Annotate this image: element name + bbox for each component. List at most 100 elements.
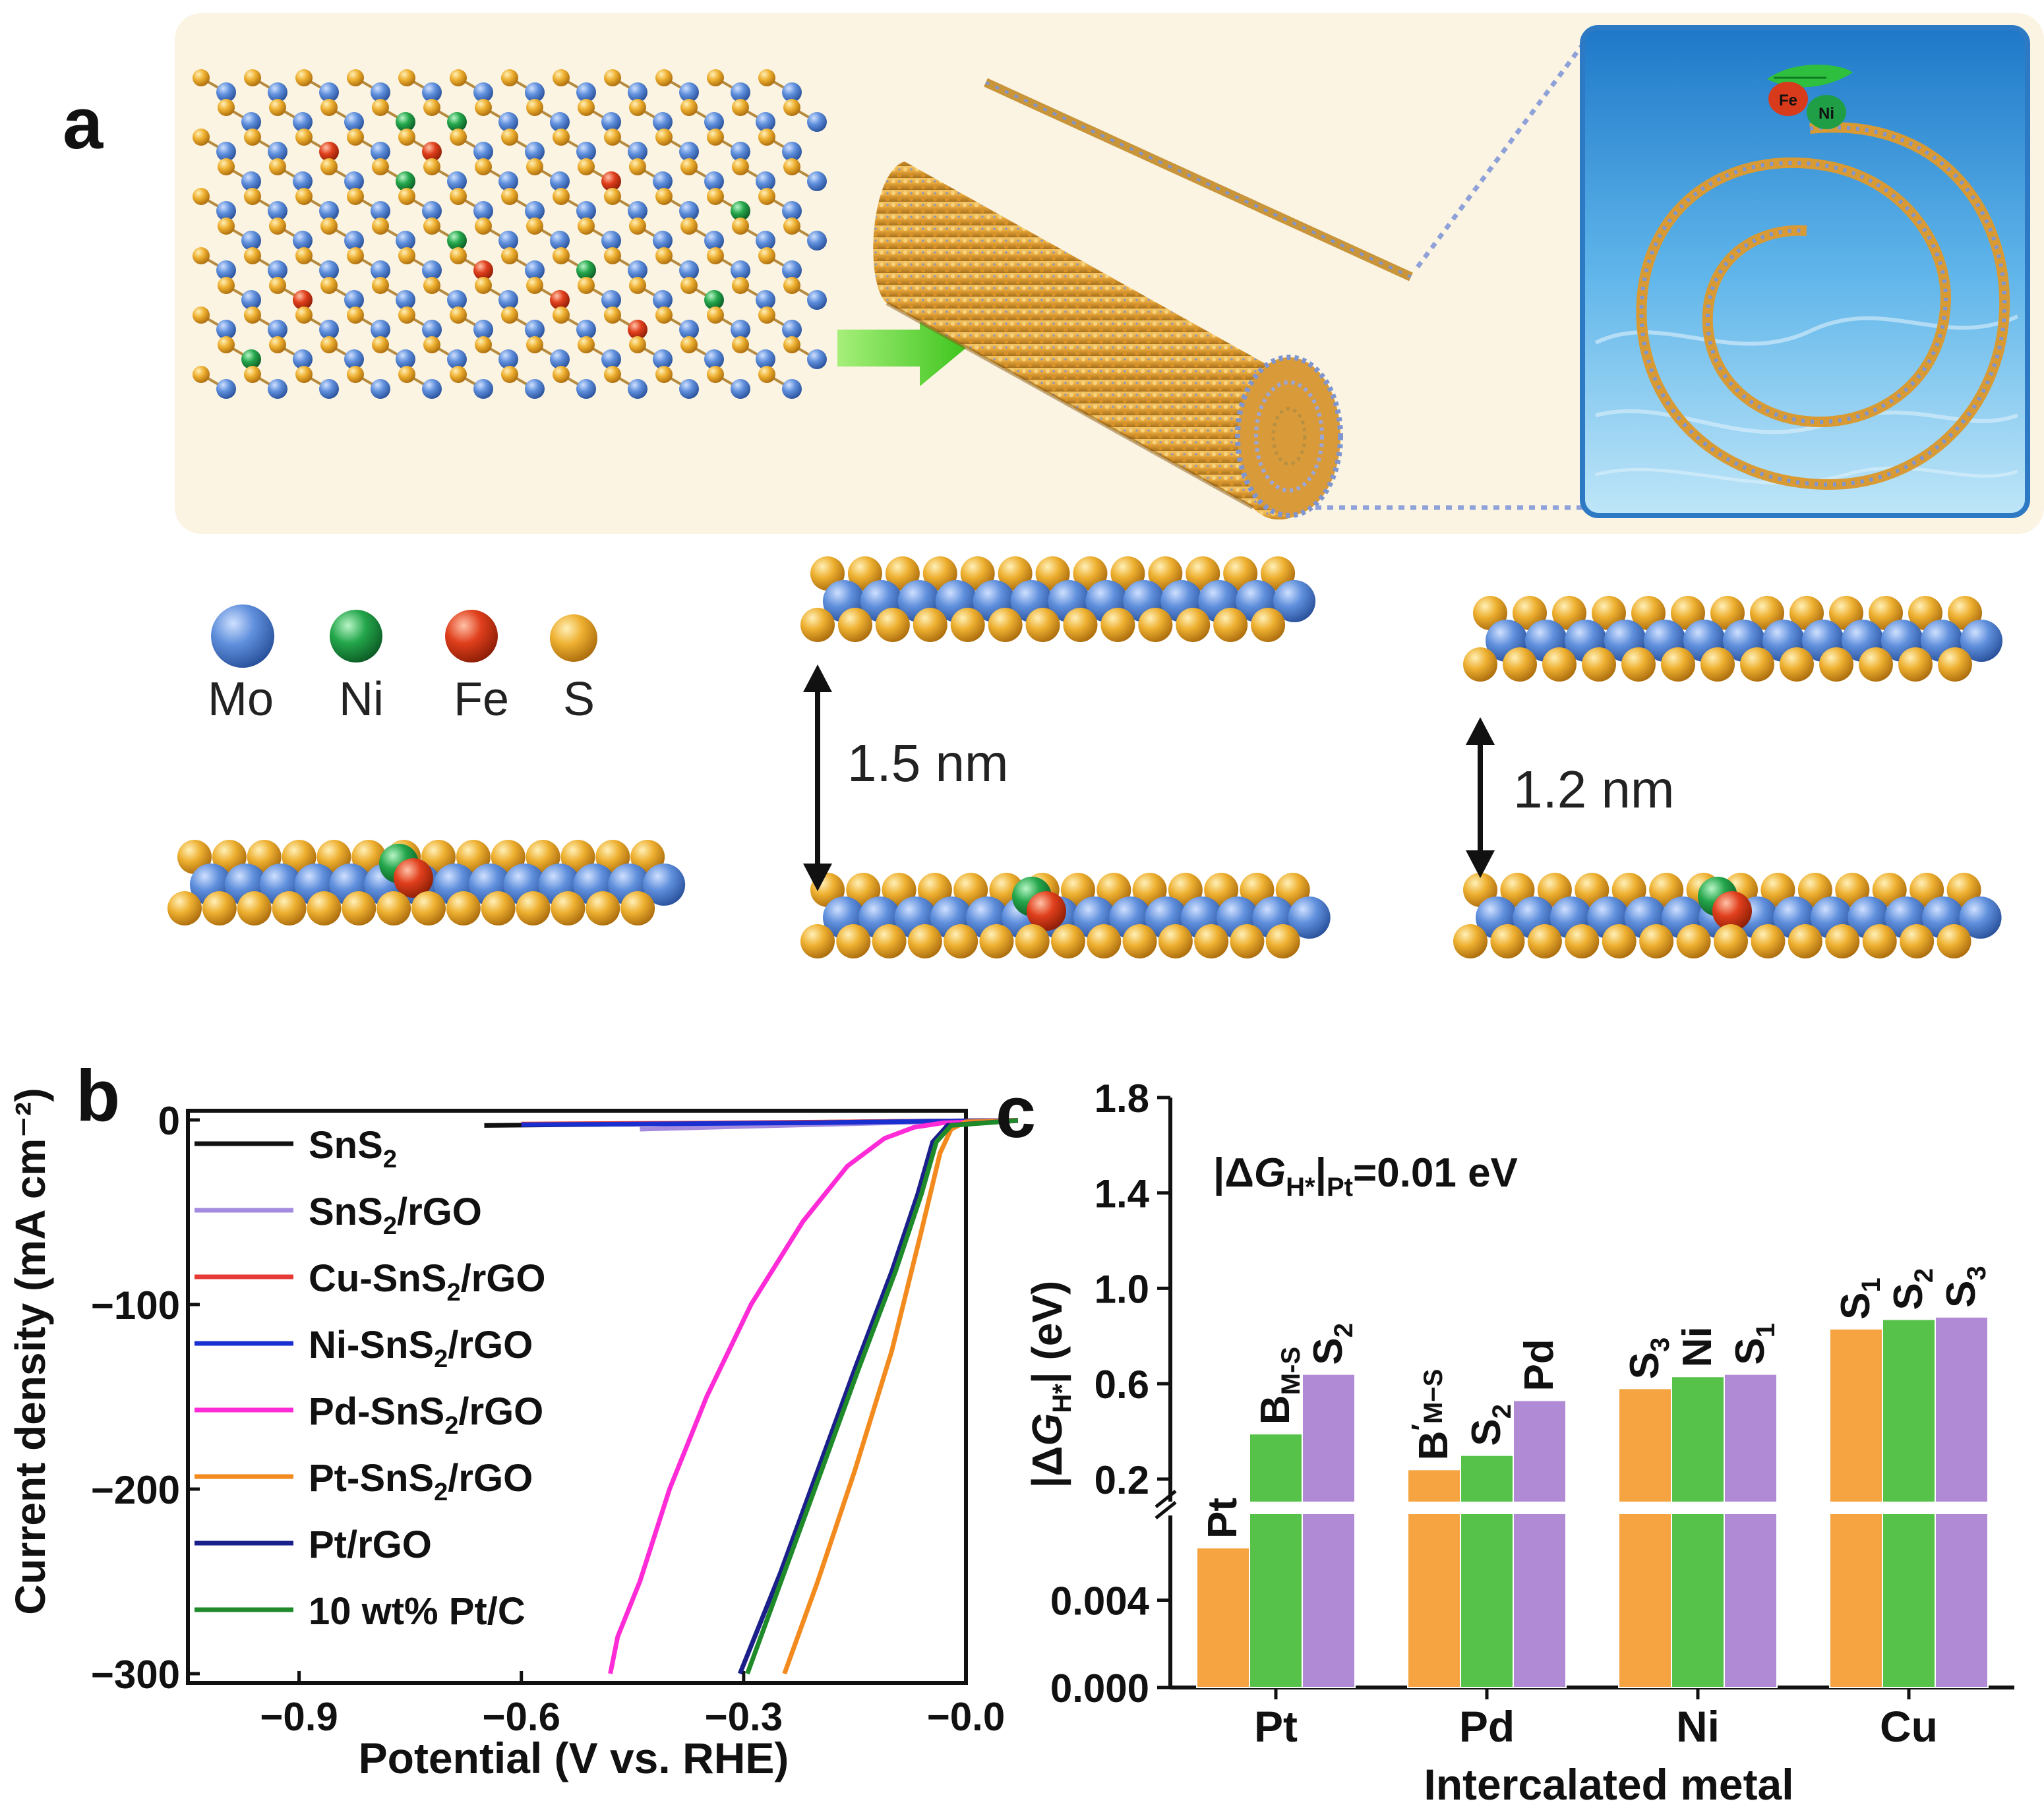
s-atom: [269, 158, 286, 175]
s-atom: [450, 366, 467, 383]
ni-atom: [241, 349, 261, 369]
mo-atom: [550, 231, 570, 250]
s-atom: [295, 307, 313, 324]
s-atom: [295, 366, 313, 383]
s-atom: [481, 891, 516, 925]
ni-atom: [396, 171, 415, 191]
s-atom: [526, 277, 543, 294]
axis-break-gap: [1144, 1502, 2028, 1515]
mo-atom: [371, 82, 390, 102]
s-atom: [578, 158, 595, 175]
s-atom: [1937, 924, 1971, 958]
mo-atom: [525, 320, 545, 339]
s-atom: [1158, 924, 1193, 958]
panel-c-annotation: |ΔGH*|Pt=0.01 eV: [1213, 1150, 1518, 1202]
legend-label-2: Cu-SnS2/rGO: [309, 1257, 546, 1306]
s-atom: [732, 99, 749, 116]
s-atom: [218, 336, 235, 353]
s-atom: [307, 891, 342, 925]
panel-a-label: a: [63, 83, 104, 164]
mo-atom: [807, 112, 827, 132]
mo-atom: [396, 349, 415, 369]
bar-label-4: S2: [1464, 1404, 1517, 1446]
fe-atom: [601, 171, 621, 191]
mo-atom: [576, 82, 596, 102]
s-atom: [218, 218, 235, 235]
s-atom: [944, 924, 978, 958]
atom-legend: Mo Ni Fe S: [208, 604, 597, 726]
s-atom: [244, 69, 261, 86]
s-atom: [604, 129, 621, 146]
s-atom: [1527, 924, 1562, 958]
panel-b-y-tick-labels: 0 −100 −200 −300: [91, 1099, 180, 1697]
mo-atom: [576, 142, 596, 161]
mo-atom: [653, 112, 673, 132]
s-atom: [707, 129, 724, 146]
s-atom: [1138, 608, 1173, 642]
s-atom: [218, 99, 235, 116]
bar-break-2: [1302, 1502, 1355, 1514]
s-atom: [1862, 924, 1897, 958]
bar-break-7: [1671, 1502, 1724, 1514]
s-atom: [680, 336, 698, 353]
mo-atom: [498, 112, 518, 132]
mo-atom: [628, 82, 647, 102]
s-atom: [758, 366, 775, 383]
s-atom: [553, 188, 570, 205]
bar-0: [1196, 1547, 1250, 1688]
mo-atom: [293, 171, 313, 191]
s-atom: [758, 307, 775, 324]
mo-atom: [447, 349, 467, 369]
mo-atom: [1273, 580, 1316, 622]
mo-atom: [628, 379, 647, 399]
legend-s-atom: [550, 614, 597, 662]
mo-atom: [679, 260, 699, 280]
s-atom: [202, 891, 237, 925]
s-atom: [244, 307, 261, 324]
mo-atom: [344, 231, 364, 250]
mo-atom: [268, 82, 287, 102]
panel-c-y-axis-label: |ΔGH*| (eV): [1023, 1281, 1077, 1488]
s-atom: [501, 307, 518, 324]
bar-8: [1724, 1373, 1778, 1688]
mo-atom: [782, 201, 802, 221]
s-atom: [295, 188, 313, 205]
s-atom: [501, 247, 518, 264]
s-atom: [398, 129, 415, 146]
series-line-4: [608, 1118, 1018, 1674]
s-atom: [450, 129, 467, 146]
s-atom: [680, 99, 698, 116]
mo-atom: [731, 260, 750, 280]
mo-atom: [679, 82, 699, 102]
s-atom: [269, 336, 286, 353]
mo-atom: [319, 82, 339, 102]
bar-label-7: Ni: [1675, 1326, 1720, 1367]
s-atom: [450, 247, 467, 264]
s-atom: [629, 336, 646, 353]
s-atom: [237, 891, 272, 925]
s-atom: [475, 158, 492, 175]
s-atom: [655, 188, 673, 205]
s-atom: [1087, 924, 1122, 958]
s-atom: [1176, 608, 1211, 642]
bar-label-9: S1: [1833, 1277, 1886, 1320]
s-atom: [836, 924, 871, 958]
mo-atom: [782, 379, 802, 399]
legend-mo-atom: [211, 604, 274, 668]
mo-atom: [550, 112, 570, 132]
s-atom: [475, 277, 492, 294]
s-atom: [320, 336, 338, 353]
x-tick-label: Pd: [1459, 1702, 1515, 1751]
s-atom: [553, 69, 570, 86]
bar-break-10: [1882, 1502, 1935, 1514]
mo-atom: [268, 201, 287, 221]
s-atom: [680, 218, 698, 235]
y-tick-label: 0: [158, 1099, 180, 1143]
mo-atom: [268, 260, 287, 280]
s-atom: [475, 336, 492, 353]
panel-b-plot-frame: [186, 1109, 968, 1685]
s-atom: [372, 336, 389, 353]
mo-atom: [576, 201, 596, 221]
y-tick-label: 0.004: [1050, 1579, 1150, 1624]
